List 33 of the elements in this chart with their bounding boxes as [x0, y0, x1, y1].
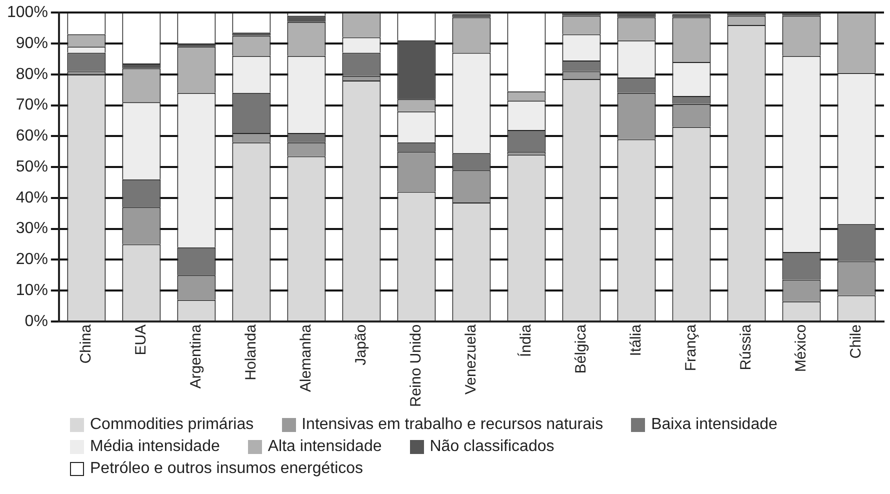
x-tick-label: Alemanha [298, 324, 315, 392]
y-tick-label: 0% [24, 312, 48, 330]
x-tick-label: Japão [352, 324, 370, 366]
y-tick-label: 50% [16, 158, 48, 176]
x-tick-label: México [792, 324, 810, 372]
legend-label: Commodities primárias [90, 416, 254, 434]
y-tick-label: 90% [16, 34, 48, 52]
legend-label: Intensivas em trabalho e recursos naturais [302, 416, 604, 434]
x-tick-label: EUA [132, 324, 150, 356]
legend-label: Não classificados [430, 438, 554, 456]
x-tick-label: Argentina [188, 324, 205, 389]
x-tick-label: Rússia [738, 324, 755, 370]
legend-label: Alta intensidade [268, 438, 382, 456]
legend-label: Baixa intensidade [651, 416, 778, 434]
legend-label: Média intensidade [90, 438, 220, 456]
x-tick-label: Venezuela [462, 324, 480, 395]
x-tick-label: Bélgica [572, 324, 590, 374]
y-tick-label: 80% [16, 66, 48, 83]
x-tick-label: Chile [848, 324, 865, 359]
y-tick-label: 100% [7, 4, 48, 22]
x-tick-label: Itália [628, 324, 645, 356]
y-tick-label: 40% [16, 189, 48, 206]
y-tick-label: 20% [16, 251, 48, 268]
y-tick-label: 30% [16, 220, 48, 238]
x-tick-label: Holanda [242, 324, 260, 380]
legend-label: Petróleo e outros insumos energéticos [90, 460, 364, 478]
x-tick-label: Índia [516, 324, 535, 357]
x-tick-label: China [78, 324, 95, 364]
y-tick-label: 60% [16, 128, 48, 145]
y-tick-label: 10% [16, 282, 48, 299]
y-tick-label: 70% [16, 96, 48, 114]
x-tick-label: Reino Unido [408, 324, 425, 408]
x-tick-label: França [682, 324, 700, 372]
